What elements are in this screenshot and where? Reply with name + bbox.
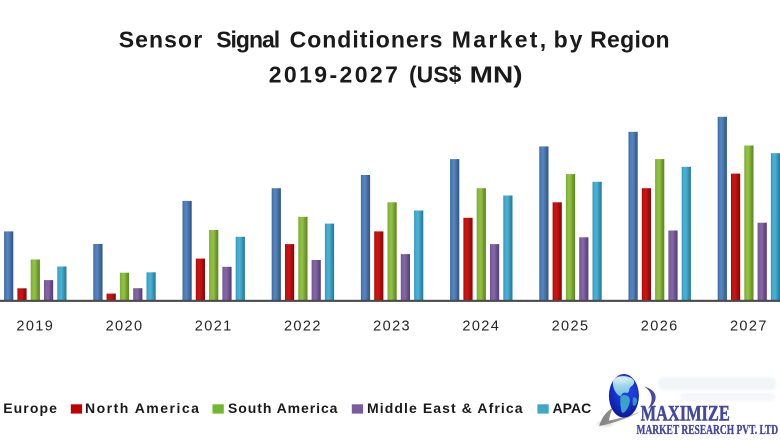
svg-text:2026: 2026 [641,319,679,335]
svg-text:(US$: (US$ [409,62,462,88]
svg-text:Conditioners: Conditioners [290,27,444,53]
svg-text:2023: 2023 [373,319,411,335]
svg-text:Europe: Europe [3,400,58,416]
svg-text:2027: 2027 [730,319,768,335]
svg-text:Sensor: Sensor [119,27,204,53]
svg-text:2019: 2019 [16,319,54,335]
svg-text:South America: South America [228,400,338,416]
svg-text:Market,: Market, [452,27,549,53]
svg-text:by: by [554,27,585,53]
svg-text:MAXIMIZE: MAXIMIZE [641,401,730,426]
svg-text:North America: North America [85,400,200,416]
svg-text:2019-2027: 2019-2027 [269,62,401,88]
svg-text:2024: 2024 [462,319,500,335]
svg-text:2021: 2021 [195,319,233,335]
svg-text:Region: Region [590,27,670,53]
svg-text:2020: 2020 [106,319,144,335]
svg-text:Signal: Signal [216,27,279,53]
svg-text:2022: 2022 [284,319,322,335]
svg-text:2025: 2025 [552,319,590,335]
svg-text:MN): MN) [470,62,523,88]
svg-text:MARKET RESEARCH PVT. LTD: MARKET RESEARCH PVT. LTD [637,423,779,438]
svg-text:APAC: APAC [553,400,592,416]
svg-text:Middle East & Africa: Middle East & Africa [367,400,524,416]
